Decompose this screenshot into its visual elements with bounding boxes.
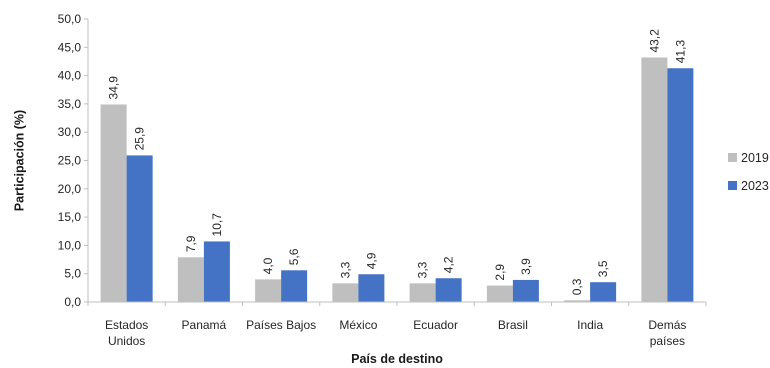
legend-swatch-2023 bbox=[728, 181, 737, 190]
bar-2019 bbox=[409, 283, 436, 302]
y-tick-label: 0,0 bbox=[64, 295, 81, 309]
bar-2023 bbox=[281, 270, 308, 302]
bar-2019 bbox=[100, 104, 127, 302]
bar-2023 bbox=[590, 282, 617, 302]
data-label-2019: 3,3 bbox=[338, 261, 352, 278]
bar-2019 bbox=[255, 279, 282, 302]
data-label-2023: 5,6 bbox=[287, 248, 301, 265]
data-label-2019: 4,0 bbox=[261, 257, 275, 274]
x-axis-title: País de destino bbox=[351, 352, 443, 366]
bar-2023 bbox=[435, 278, 462, 302]
y-axis-title: Participación (%) bbox=[12, 110, 26, 211]
data-label-2019: 7,9 bbox=[184, 235, 198, 252]
bar-2019 bbox=[177, 257, 204, 302]
data-label-2023: 10,7 bbox=[210, 213, 224, 237]
bar-2023 bbox=[203, 241, 230, 302]
data-label-2023: 41,3 bbox=[673, 40, 687, 64]
y-tick-label: 25,0 bbox=[58, 154, 82, 168]
data-label-2023: 4,2 bbox=[442, 256, 456, 273]
bar-2019 bbox=[641, 57, 668, 302]
data-labels: 34,9 25,9 7,9 10,7 4,0 5,6 3,3 4,9 3,3 4,2 2,9 3,9 0… bbox=[107, 29, 688, 295]
x-tick-label: Ecuador bbox=[413, 318, 458, 332]
y-tick-label: 35,0 bbox=[58, 97, 82, 111]
bar-2023 bbox=[667, 68, 694, 302]
x-tick-label: Demás países bbox=[648, 318, 686, 348]
bars bbox=[100, 57, 694, 302]
data-label-2019: 34,9 bbox=[107, 76, 121, 100]
y-tick-label: 40,0 bbox=[58, 69, 82, 83]
bar-2023 bbox=[358, 274, 385, 302]
data-label-2019: 0,3 bbox=[570, 278, 584, 295]
bar-2023 bbox=[126, 155, 153, 302]
legend-swatch-2019 bbox=[728, 153, 737, 162]
bar-2023 bbox=[512, 279, 539, 302]
data-label-2023: 4,9 bbox=[364, 252, 378, 269]
data-label-2023: 3,9 bbox=[519, 258, 533, 275]
bar-2019 bbox=[564, 300, 591, 302]
x-tick-label: India bbox=[577, 318, 603, 332]
y-tick-label: 30,0 bbox=[58, 125, 82, 139]
x-tick-label: México bbox=[339, 318, 377, 332]
data-label-2019: 43,2 bbox=[647, 29, 661, 53]
data-label-2023: 25,9 bbox=[133, 127, 147, 151]
y-tick-label: 10,0 bbox=[58, 238, 82, 252]
legend-label-2019: 2019 bbox=[741, 151, 769, 165]
y-tick-label: 50,0 bbox=[58, 12, 82, 26]
x-tick-label: Estados Unidos bbox=[105, 318, 148, 348]
y-tick-label: 20,0 bbox=[58, 182, 82, 196]
x-tick-label: Países Bajos bbox=[246, 318, 316, 332]
x-tick-label: Brasil bbox=[498, 318, 528, 332]
y-tick-label: 45,0 bbox=[58, 40, 82, 54]
y-tick-label: 15,0 bbox=[58, 210, 82, 224]
x-axis: Estados Unidos Panamá Países Bajos México Ecu… bbox=[87, 302, 707, 348]
x-tick-label: Panamá bbox=[182, 318, 227, 332]
legend: 2019 2023 bbox=[728, 151, 769, 193]
y-tick-label: 5,0 bbox=[64, 267, 81, 281]
data-label-2019: 2,9 bbox=[493, 264, 507, 281]
data-label-2023: 3,5 bbox=[596, 260, 610, 277]
bar-2019 bbox=[332, 283, 359, 302]
data-label-2019: 3,3 bbox=[416, 261, 430, 278]
y-axis: 0,0 5,0 10,0 15,0 20,0 25,0 30,0 35,0 40,0 45,0 50… bbox=[58, 12, 88, 309]
legend-label-2023: 2023 bbox=[741, 179, 769, 193]
bar-2019 bbox=[486, 285, 513, 302]
